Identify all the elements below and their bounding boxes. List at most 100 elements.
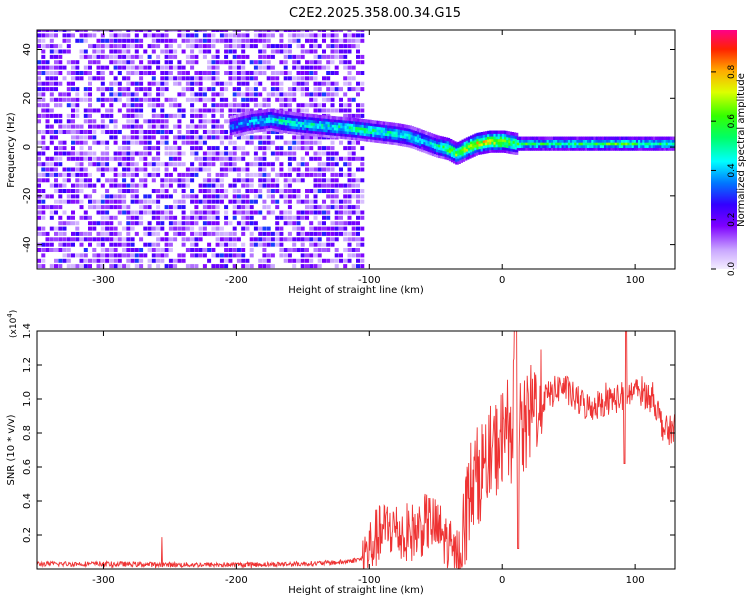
heatmap-cell: [117, 97, 122, 102]
heatmap-cell: [257, 112, 261, 117]
heatmap-cell: [391, 133, 395, 137]
heatmap-cell: [100, 199, 105, 204]
heatmap-cell: [270, 183, 275, 188]
heatmap-cell: [79, 140, 84, 145]
heatmap-cell: [305, 65, 309, 70]
heatmap-cell: [491, 143, 495, 148]
heatmap-cell: [278, 112, 283, 117]
heatmap-cell: [92, 54, 97, 59]
heatmap-cell: [279, 210, 284, 215]
heatmap-cell: [326, 87, 331, 92]
heatmap-cell: [361, 129, 366, 134]
heatmap-cell: [325, 115, 329, 119]
heatmap-cell: [117, 162, 122, 167]
heatmap-cell: [489, 141, 493, 145]
heatmap-cell: [365, 122, 370, 126]
heatmap-cell: [41, 81, 46, 86]
heatmap-cell: [231, 131, 236, 135]
heatmap-cell: [113, 65, 118, 70]
heatmap-cell: [261, 120, 266, 124]
y-tick-label: 20: [22, 92, 33, 105]
heatmap-cell: [516, 139, 521, 143]
heatmap-cell: [160, 49, 165, 54]
heatmap-cell: [421, 138, 425, 142]
heatmap-cell: [253, 151, 258, 156]
heatmap-cell: [49, 97, 54, 102]
heatmap-cell: [319, 114, 323, 119]
heatmap-cell: [126, 60, 131, 65]
heatmap-cell: [258, 92, 263, 97]
heatmap-cell: [58, 162, 63, 167]
heatmap-cell: [164, 38, 169, 43]
heatmap-cell: [266, 264, 271, 269]
heatmap-cell: [134, 183, 139, 188]
heatmap-cell: [593, 139, 597, 143]
heatmap-cell: [322, 178, 326, 183]
heatmap-cell: [71, 221, 75, 226]
heatmap-cell: [219, 167, 224, 172]
heatmap-cell: [557, 147, 561, 151]
heatmap-cell: [109, 54, 114, 59]
heatmap-cell: [305, 253, 309, 258]
heatmap-cell: [190, 49, 195, 54]
heatmap-cell: [190, 178, 195, 183]
heatmap-cell: [258, 183, 263, 188]
heatmap-cell: [147, 146, 152, 151]
heatmap-cell: [105, 258, 110, 263]
heatmap-cell: [275, 97, 280, 102]
heatmap-cell: [333, 129, 338, 134]
heatmap-cell: [561, 147, 566, 151]
heatmap-cell: [646, 139, 651, 143]
heatmap-cell: [262, 183, 267, 188]
heatmap-cell: [62, 226, 67, 231]
heatmap-cell: [113, 215, 118, 220]
heatmap-cell: [45, 248, 50, 252]
heatmap-cell: [476, 143, 480, 147]
heatmap-cell: [501, 135, 506, 140]
heatmap-cell: [421, 132, 425, 137]
heatmap-cell: [627, 147, 631, 151]
heatmap-cell: [126, 38, 131, 43]
heatmap-cell: [516, 144, 521, 148]
heatmap-cell: [527, 147, 532, 151]
heatmap-cell: [41, 162, 46, 167]
heatmap-cell: [177, 253, 182, 258]
heatmap-cell: [117, 194, 122, 199]
heatmap-cell: [287, 221, 292, 226]
heatmap-cell: [194, 167, 199, 172]
heatmap-cell: [261, 125, 266, 129]
heatmap-cell: [582, 141, 587, 146]
heatmap-cell: [117, 33, 122, 38]
heatmap-cell: [113, 135, 118, 140]
heatmap-cell: [448, 141, 453, 146]
heatmap-cell: [425, 147, 429, 151]
heatmap-cell: [351, 87, 356, 92]
heatmap-cell: [130, 108, 135, 113]
heatmap-cell: [262, 87, 267, 92]
heatmap-cell: [113, 231, 118, 236]
heatmap-cell: [173, 103, 178, 108]
heatmap-cell: [37, 38, 41, 43]
heatmap-cell: [54, 30, 58, 32]
heatmap-cell: [300, 30, 305, 32]
heatmap-cell: [41, 189, 46, 193]
bottom-x-axis-label: Height of straight line (km): [288, 585, 424, 596]
heatmap-cell: [363, 121, 368, 126]
heatmap-cell: [546, 136, 551, 140]
heatmap-cell: [339, 30, 343, 32]
heatmap-cell: [79, 172, 84, 177]
heatmap-cell: [525, 147, 529, 151]
heatmap-cell: [75, 71, 80, 75]
heatmap-cell: [130, 210, 135, 215]
heatmap-cell: [276, 117, 281, 122]
heatmap-cell: [96, 54, 101, 59]
heatmap-cell: [580, 144, 585, 148]
heatmap-cell: [270, 49, 275, 54]
heatmap-cell: [49, 130, 54, 134]
heatmap-cell: [406, 141, 410, 145]
heatmap-cell: [299, 126, 304, 130]
heatmap-cell: [177, 183, 182, 188]
heatmap-cell: [190, 172, 195, 177]
bottom-y-axis-label: SNR (10 * v/v): [6, 414, 17, 485]
heatmap-cell: [224, 146, 229, 151]
